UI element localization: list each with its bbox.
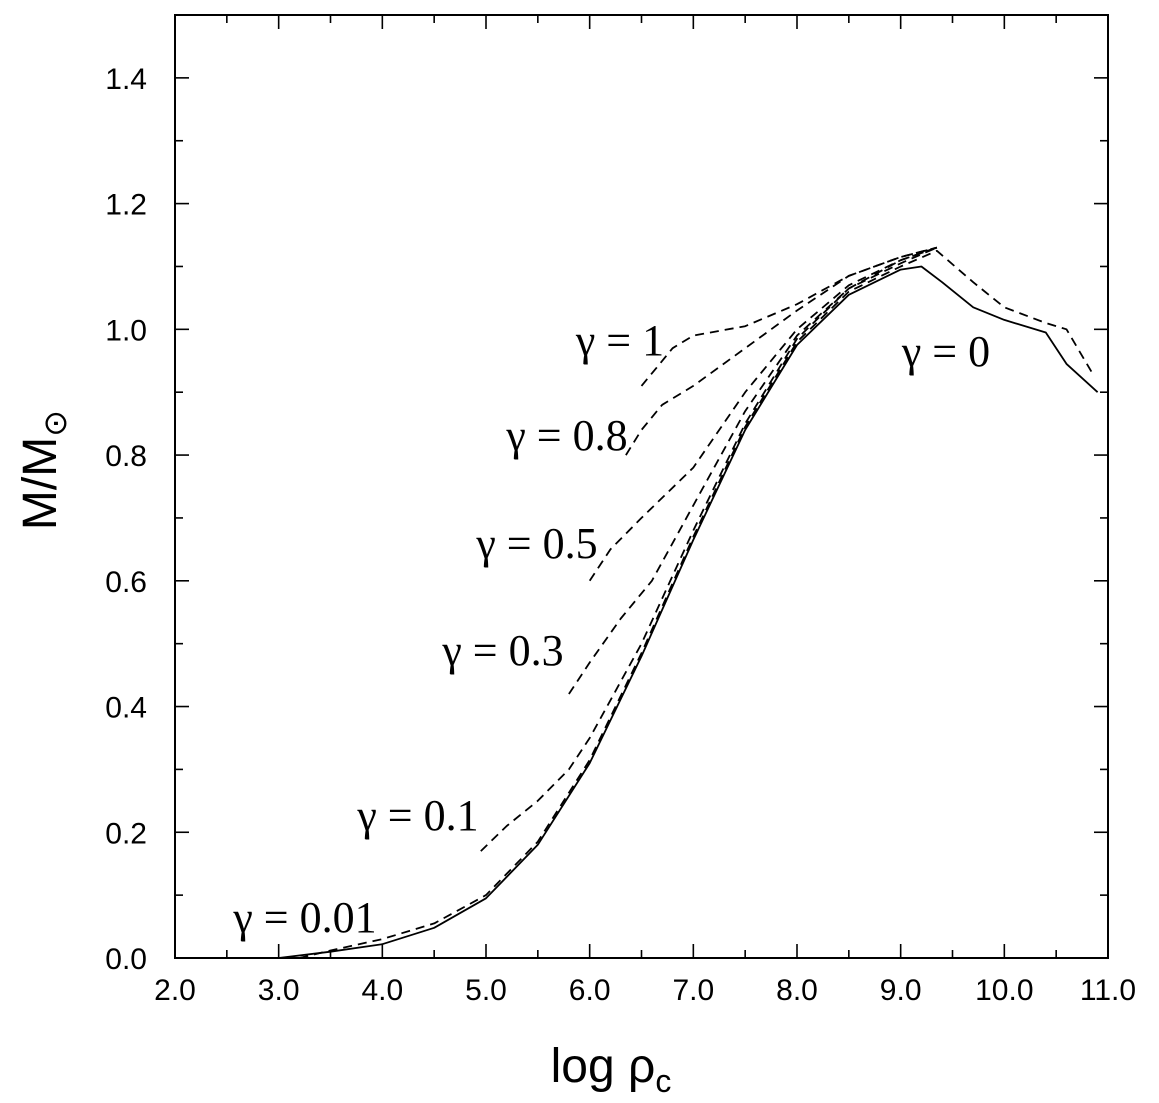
plot-frame <box>174 14 1109 959</box>
x-tick-label: 5.0 <box>465 974 507 1007</box>
tick-labels: 2.0 3.0 4.0 5.0 6.0 7.0 8.0 9.0 10.0 11.0 0.0 0.2 0.… <box>105 63 1136 1007</box>
series-line-0-01 <box>299 249 1094 959</box>
y-axis-title-base: M/M <box>14 437 67 530</box>
series-lines <box>278 246 1099 959</box>
x-tick-label: 4.0 <box>361 974 403 1007</box>
x-tick-label: 9.0 <box>880 974 922 1007</box>
series-line-1 <box>640 246 938 387</box>
series-label-0-5: γ = 0.5 <box>475 519 597 568</box>
x-tick-label: 8.0 <box>776 974 818 1007</box>
x-tick-label: 2.0 <box>154 974 196 1007</box>
series-label-1: γ = 1 <box>575 316 664 365</box>
x-tick-label: 7.0 <box>672 974 714 1007</box>
y-tick-label: 1.0 <box>105 314 147 347</box>
x-axis-title-base: log ρ <box>551 1040 656 1093</box>
y-tick-label: 1.2 <box>105 189 147 222</box>
series-labels: γ = 0 γ = 0.01 γ = 0.1 γ = 0.3 γ = 0.5 γ = 0.… <box>232 316 990 942</box>
x-tick-label: 3.0 <box>258 974 300 1007</box>
y-tick-label: 0.4 <box>105 692 147 725</box>
y-tick-label: 0.8 <box>105 440 147 473</box>
y-tick-label: 1.4 <box>105 63 147 96</box>
x-tick-label: 10.0 <box>975 974 1033 1007</box>
series-label-0-8: γ = 0.8 <box>505 411 627 460</box>
x-axis-title-subscript: c <box>655 1063 671 1099</box>
series-label-0-3: γ = 0.3 <box>441 626 563 675</box>
series-label-0-01: γ = 0.01 <box>232 893 376 942</box>
series-label-0: γ = 0 <box>901 327 990 376</box>
series-line-0-1 <box>480 246 938 852</box>
axes-frame <box>174 14 1109 959</box>
x-tick-label: 11.0 <box>1080 974 1136 1007</box>
x-tick-label: 6.0 <box>569 974 611 1007</box>
series-label-0-1: γ = 0.1 <box>356 791 478 840</box>
y-tick-label: 0.2 <box>105 817 147 850</box>
y-tick-label: 0.0 <box>105 943 147 976</box>
y-axis-title-subscript: ⊙ <box>37 410 73 437</box>
tick-marks <box>174 14 1109 959</box>
series-line-0-8 <box>625 246 938 456</box>
y-axis-title: M/M⊙ <box>14 410 73 530</box>
x-axis-title: log ρc <box>551 1040 672 1099</box>
series-line-0 <box>278 265 1099 959</box>
series-line-0-5 <box>588 246 938 582</box>
y-tick-label: 0.6 <box>105 566 147 599</box>
series-line-0-3 <box>568 246 938 695</box>
